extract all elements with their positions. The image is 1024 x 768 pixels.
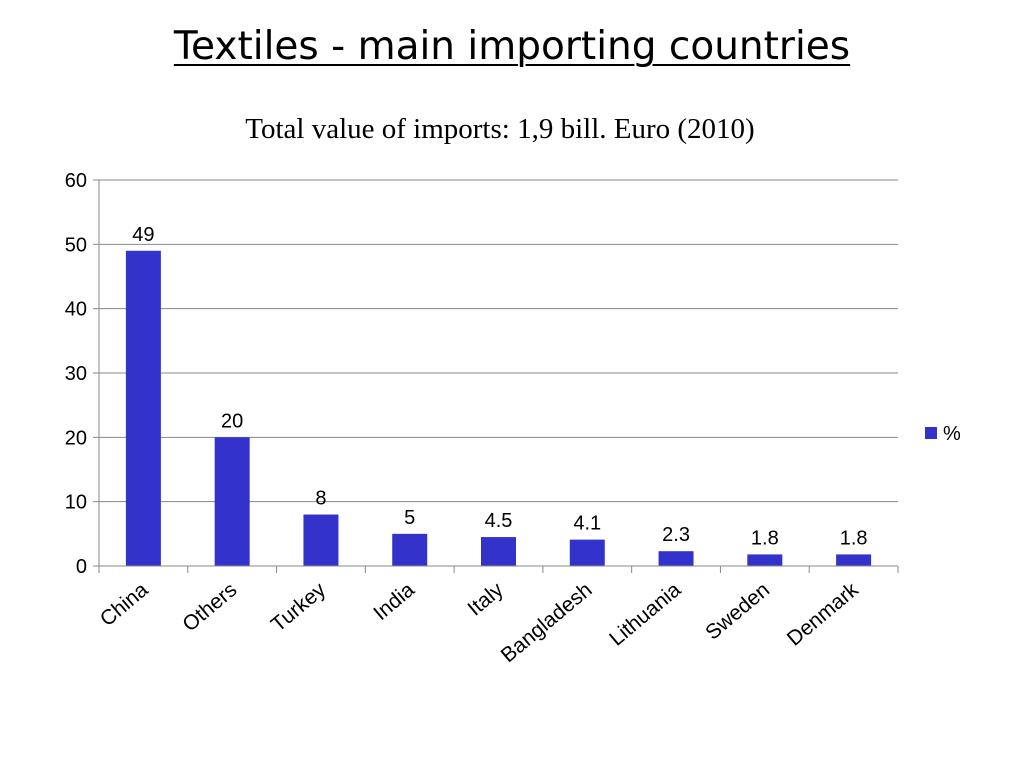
data-label-india: 5: [404, 507, 415, 529]
bar-others: [214, 437, 250, 566]
data-label-china: 49: [132, 224, 154, 246]
legend: %: [925, 423, 961, 445]
data-label-turkey: 8: [315, 488, 326, 510]
y-tick-label: 10: [65, 492, 87, 514]
y-tick-label: 30: [65, 363, 87, 385]
bars: [125, 250, 872, 566]
data-label-bangladesh: 4.1: [573, 513, 601, 535]
legend-swatch: [925, 427, 937, 439]
category-label-china: China: [96, 578, 153, 631]
bar-india: [392, 533, 428, 566]
chart-subtitle: Total value of imports: 1,9 bill. Euro (…: [245, 113, 755, 145]
category-label-india: India: [369, 578, 419, 625]
y-tick-label: 60: [65, 170, 87, 192]
y-tick-label: 40: [65, 299, 87, 321]
bar-italy: [481, 537, 516, 566]
data-label-others: 20: [221, 410, 243, 432]
y-tick-label: 0: [76, 556, 87, 578]
bar-lithuania: [658, 551, 694, 566]
legend-label: %: [943, 423, 961, 445]
category-label-denmark: Denmark: [783, 578, 863, 651]
y-tick-label: 20: [65, 427, 87, 449]
category-label-sweden: Sweden: [701, 578, 774, 644]
y-tick-label: 50: [65, 234, 87, 256]
data-label-sweden: 1.8: [751, 527, 779, 549]
category-label-others: Others: [178, 578, 241, 636]
bar-china: [125, 250, 161, 566]
data-label-lithuania: 2.3: [662, 524, 690, 546]
data-labels: 49 20 8 5 4.5 4.1 2.3 1.8 1.8: [132, 224, 867, 550]
bar-bangladesh: [569, 539, 605, 566]
category-label-bangladesh: Bangladesh: [497, 578, 597, 667]
category-label-italy: Italy: [463, 578, 508, 621]
bar-denmark: [836, 554, 872, 566]
category-label-turkey: Turkey: [267, 578, 331, 637]
data-label-italy: 4.5: [485, 510, 513, 532]
bar-turkey: [303, 514, 339, 566]
category-label-lithuania: Lithuania: [605, 578, 685, 651]
slide-title: Textiles - main importing countries: [173, 24, 851, 69]
data-label-denmark: 1.8: [840, 527, 868, 549]
bar-sweden: [747, 554, 783, 566]
